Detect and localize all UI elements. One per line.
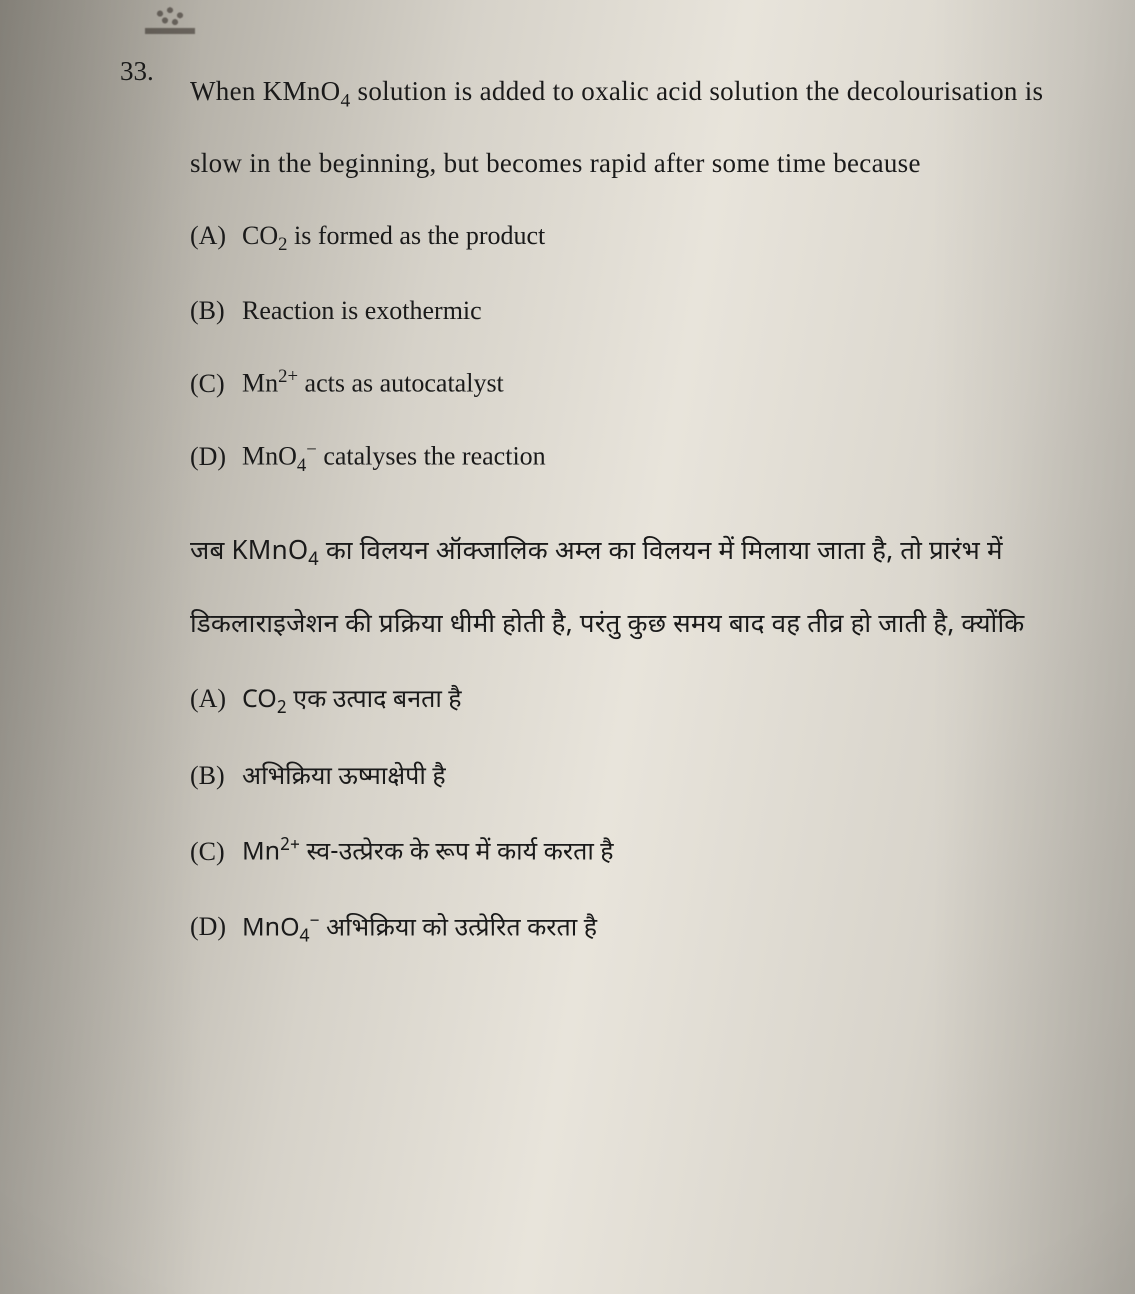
option-text: अभिक्रिया ऊष्माक्षेपी है (242, 763, 446, 795)
exam-page: 33. When KMnO4 solution is added to oxal… (0, 0, 1135, 1294)
question-number: 33. (120, 56, 154, 87)
publisher-logo-icon (145, 0, 195, 34)
option-label: (B) (190, 761, 242, 791)
option-label: (D) (190, 442, 242, 472)
option-label: (C) (190, 837, 242, 867)
option-text: CO2 एक उत्पाद बनता है (242, 686, 462, 721)
option-text: Mn2+ स्व-उत्प्रेरक के रूप में कार्य करता… (242, 835, 614, 870)
option-label: (C) (190, 369, 242, 399)
option-row: (B) अभिक्रिया ऊष्माक्षेपी है (190, 761, 1075, 795)
option-text: Mn2+ acts as autocatalyst (242, 366, 504, 399)
option-label: (A) (190, 684, 242, 714)
options-en: (A) CO2 is formed as the product (B) Rea… (190, 221, 1075, 477)
option-text: Reaction is exothermic (242, 296, 482, 326)
option-text: MnO4− catalyses the reaction (242, 439, 546, 477)
question-body: When KMnO4 solution is added to oxalic a… (190, 56, 1075, 949)
option-row: (A) CO2 एक उत्पाद बनता है (190, 684, 1075, 721)
hindi-block: जब KMnO4 का विलयन ऑक्जालिक अम्ल का विलयन… (190, 517, 1075, 949)
option-text: CO2 is formed as the product (242, 221, 545, 256)
option-row: (D) MnO4− catalyses the reaction (190, 439, 1075, 477)
question-stem-en: When KMnO4 solution is added to oxalic a… (190, 56, 1075, 199)
option-row: (B) Reaction is exothermic (190, 296, 1075, 326)
option-label: (D) (190, 912, 242, 942)
options-hi: (A) CO2 एक उत्पाद बनता है (B) अभिक्रिया … (190, 684, 1075, 949)
question-stem-hi: जब KMnO4 का विलयन ऑक्जालिक अम्ल का विलयन… (190, 517, 1075, 663)
option-row: (C) Mn2+ स्व-उत्प्रेरक के रूप में कार्य … (190, 835, 1075, 870)
option-row: (C) Mn2+ acts as autocatalyst (190, 366, 1075, 399)
option-label: (B) (190, 296, 242, 326)
option-label: (A) (190, 221, 242, 251)
option-row: (A) CO2 is formed as the product (190, 221, 1075, 256)
option-row: (D) MnO4− अभिक्रिया को उत्प्रेरित करता ह… (190, 911, 1075, 949)
option-text: MnO4− अभिक्रिया को उत्प्रेरित करता है (242, 911, 597, 949)
